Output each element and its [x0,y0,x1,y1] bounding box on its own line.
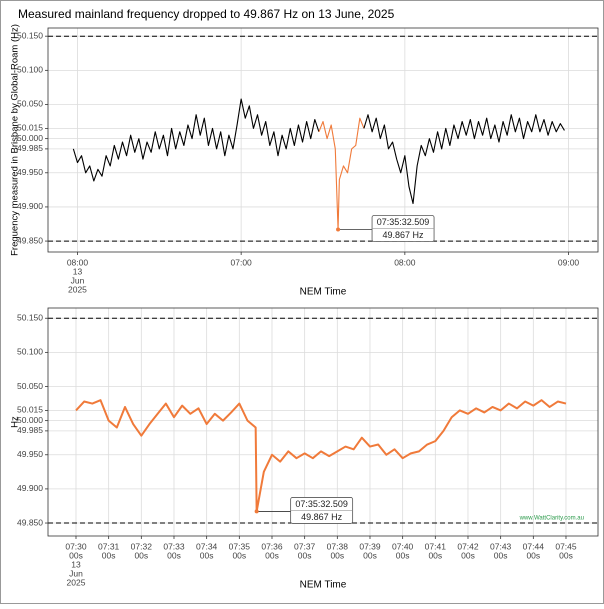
y-tick-label: 50.050 [17,381,43,391]
plot-border [47,307,599,537]
x-tick-label: 07:45 [555,541,577,551]
x-tick-label: 07:33 [163,541,185,551]
x-tick-label: 07:42 [457,541,479,551]
y-tick-label: 50.150 [17,30,43,40]
x-tick-label: 00s [363,550,377,560]
y-tick-label: 49.900 [17,201,43,211]
x-tick-label: 00s [461,550,475,560]
y-tick-label: 50.150 [17,312,43,322]
chart-title: Measured mainland frequency dropped to 4… [18,7,395,21]
x-tick-label: 07:34 [196,541,218,551]
x-tick-label: 07:32 [131,541,153,551]
x-tick-label: 07:36 [261,541,283,551]
x-tick-label: 00s [134,550,148,560]
x-tick-label: 13 [71,559,81,569]
y-tick-label: 49.950 [17,449,43,459]
x-tick-label: 13 [73,266,83,276]
annotation-point [336,227,341,232]
x-tick-label: 00s [428,550,442,560]
x-tick-label: 07:39 [359,541,381,551]
x-tick-label: 2025 [67,577,86,587]
x-tick-label: 07:40 [392,541,414,551]
series-line [75,399,567,513]
x-tick-label: 07:38 [327,541,349,551]
y-tick-label: 50.015 [17,123,43,133]
watermark: www.WattClarity.com.au [519,516,584,522]
annotation-label: 49.867 Hz [383,230,425,240]
x-tick-label: 00s [526,550,540,560]
x-tick-label: Jun [71,275,85,285]
y-tick-label: 49.985 [17,425,43,435]
series-line [363,114,565,205]
x-axis-title: NEM Time [300,580,347,591]
x-tick-label: 00s [200,550,214,560]
y-tick-label: 49.900 [17,483,43,493]
x-tick-label: 2025 [68,284,87,294]
series-line [72,98,320,182]
y-tick-label: 50.000 [17,415,43,425]
y-tick-label: 49.850 [17,517,43,527]
y-axis-title: Hz [10,416,21,428]
x-axis-title: NEM Time [300,287,347,298]
x-tick-label: 00s [69,550,83,560]
x-tick-label: 00s [494,550,508,560]
x-tick-label: 09:00 [558,257,580,267]
x-tick-label: 07:35 [229,541,251,551]
x-tick-label: 07:44 [523,541,545,551]
annotation-label: 49.867 Hz [301,512,343,522]
x-tick-label: 00s [559,550,573,560]
y-tick-label: 50.050 [17,99,43,109]
x-tick-label: 00s [232,550,246,560]
x-tick-label: 00s [330,550,344,560]
x-tick-label: 00s [167,550,181,560]
y-tick-label: 49.850 [17,235,43,245]
x-tick-label: 07:41 [425,541,447,551]
x-tick-label: 07:31 [98,541,120,551]
x-tick-label: 00s [396,550,410,560]
x-tick-label: 00s [298,550,312,560]
y-tick-label: 49.950 [17,167,43,177]
x-tick-label: Jun [69,568,83,578]
y-tick-label: 50.015 [17,405,43,415]
y-tick-label: 49.985 [17,143,43,153]
annotation-label: 07:35:32.509 [295,499,348,509]
annotation-label: 07:35:32.509 [377,217,430,227]
plot-border [47,27,599,253]
x-tick-label: 07:30 [65,541,87,551]
y-tick-label: 50.100 [17,347,43,357]
y-tick-label: 50.100 [17,65,43,75]
series-line [318,117,365,231]
annotation-point [254,509,259,514]
x-tick-label: 07:37 [294,541,316,551]
x-tick-label: 08:00 [394,257,416,267]
y-tick-label: 50.000 [17,133,43,143]
x-tick-label: 00s [102,550,116,560]
x-tick-label: 07:00 [231,257,253,267]
x-tick-label: 08:00 [67,257,89,267]
x-tick-label: 07:43 [490,541,512,551]
plot-area [48,28,598,252]
y-axis-title: Frequency measured in Brisbane by Global… [10,24,21,256]
x-tick-label: 00s [265,550,279,560]
